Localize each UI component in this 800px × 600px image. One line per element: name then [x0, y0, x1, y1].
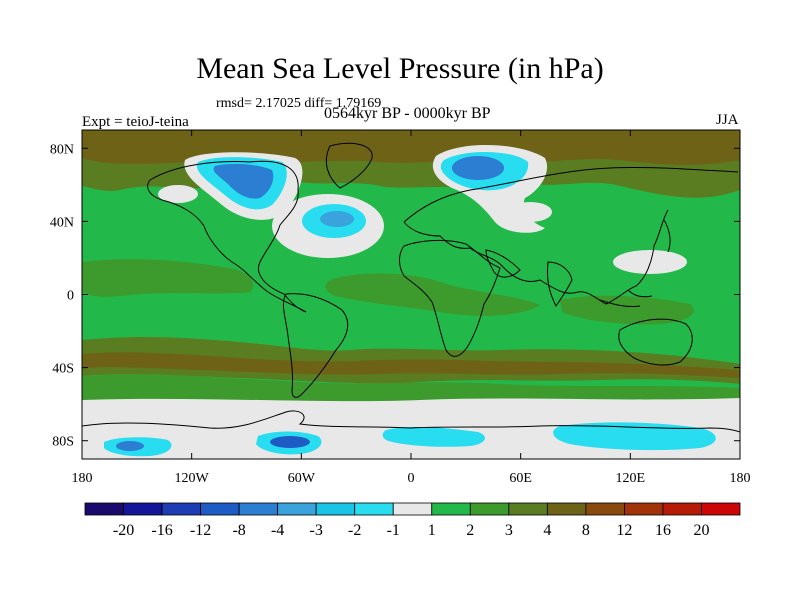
- alaska-neutral: [158, 185, 198, 203]
- colorbar-label: -8: [232, 522, 245, 539]
- namerica-low-core: [213, 163, 274, 199]
- coast-indonesia: [599, 289, 653, 307]
- colorbar-label: -12: [190, 522, 211, 539]
- colorbar-label: 20: [693, 522, 709, 539]
- tropical-olive-2: [325, 273, 540, 316]
- south-atlantic-low: [382, 426, 485, 447]
- y-tick-label: 80N: [50, 142, 74, 157]
- y-tick-label: 40S: [52, 362, 74, 377]
- colorbar-label: 8: [582, 522, 590, 539]
- colorbar-label: 4: [543, 522, 551, 539]
- y-axis: 80N 40N 0 40S 80S: [50, 142, 740, 450]
- colorbar-label: 12: [616, 522, 632, 539]
- colorbar-label: -3: [310, 522, 323, 539]
- atlantic-low-core: [320, 211, 354, 227]
- x-tick-label: 180: [730, 471, 751, 486]
- colorbar-label: 2: [466, 522, 474, 539]
- y-tick-label: 40N: [50, 215, 74, 230]
- colorbar-box: [200, 502, 240, 516]
- colorbar-box: [662, 502, 702, 516]
- x-tick-label: 120E: [616, 471, 646, 486]
- chart-title: Mean Sea Level Pressure (in hPa): [196, 52, 604, 85]
- coast-india: [547, 261, 573, 307]
- x-tick-label: 0: [408, 471, 415, 486]
- coast-arabia: [485, 249, 521, 278]
- x-tick-label: 60W: [288, 471, 316, 486]
- eurasia-low-core: [452, 156, 504, 180]
- colorbar-label: -16: [151, 522, 172, 539]
- ross-low-core: [116, 441, 144, 451]
- colorbar-label: -20: [113, 522, 134, 539]
- x-tick-label: 60E: [509, 471, 532, 486]
- x-tick-label: 180: [72, 471, 93, 486]
- x-tick-label: 120W: [175, 471, 210, 486]
- colorbar-box: [315, 502, 356, 516]
- coast-south-america: [282, 293, 349, 398]
- y-tick-label: 0: [67, 289, 74, 304]
- tropical-olive-1: [82, 259, 254, 297]
- colorbar-label: -4: [271, 522, 284, 539]
- colorbar-box: [238, 502, 279, 516]
- amundsen-low-core: [270, 436, 310, 448]
- colorbar-label: 1: [428, 522, 436, 539]
- nwpacific-neutral: [613, 250, 687, 274]
- colorbar-label: -1: [387, 522, 400, 539]
- colorbar-box: [469, 502, 510, 516]
- season-label: JJA: [716, 112, 739, 128]
- colorbar-box: [431, 502, 471, 516]
- rmsd-diff-stats: rmsd= 2.17025 diff= 1.79169: [216, 96, 382, 111]
- coast-greenland: [325, 142, 373, 189]
- coast-africa: [399, 239, 501, 357]
- indian-olive: [560, 295, 694, 325]
- colorbar-box: [277, 502, 317, 516]
- colorbar-box: [701, 502, 741, 516]
- colorbar-box: [508, 502, 548, 516]
- pressure-field: [82, 130, 740, 459]
- coast-north-america: [147, 160, 307, 313]
- colorbar-box: [123, 502, 163, 516]
- europe-neutral: [508, 202, 552, 222]
- period-label: 0564kyr BP - 0000kyr BP: [324, 105, 491, 122]
- colorbar-box: [392, 502, 433, 516]
- x-axis: 180 120W 60W 0 60E 120E 180: [72, 130, 751, 486]
- colorbar-box: [546, 502, 587, 516]
- colorbar-box: [84, 502, 124, 516]
- colorbar: -20 -16 -12 -8 -4 -3 -2 -1 1 2 3 4 8 12 16 20: [84, 502, 741, 539]
- colorbar-label: 16: [655, 522, 671, 539]
- coast-australia: [618, 318, 693, 366]
- coast-antarctica: [82, 410, 740, 433]
- colorbar-box: [161, 502, 201, 516]
- coast-eurasia: [403, 166, 739, 305]
- experiment-label: Expt = teioJ-teina: [82, 114, 189, 130]
- colorbar-box: [624, 502, 664, 516]
- southern-mid-green: [82, 374, 740, 402]
- colorbar-box: [354, 502, 394, 516]
- southern-brown-band: [82, 352, 740, 378]
- colorbar-box: [585, 502, 625, 516]
- colorbar-label: 3: [505, 522, 513, 539]
- colorbar-label: -2: [348, 522, 361, 539]
- coast-japan: [663, 219, 671, 253]
- y-tick-label: 80S: [52, 435, 74, 450]
- south-indian-low: [553, 422, 716, 451]
- coastlines: [82, 142, 740, 433]
